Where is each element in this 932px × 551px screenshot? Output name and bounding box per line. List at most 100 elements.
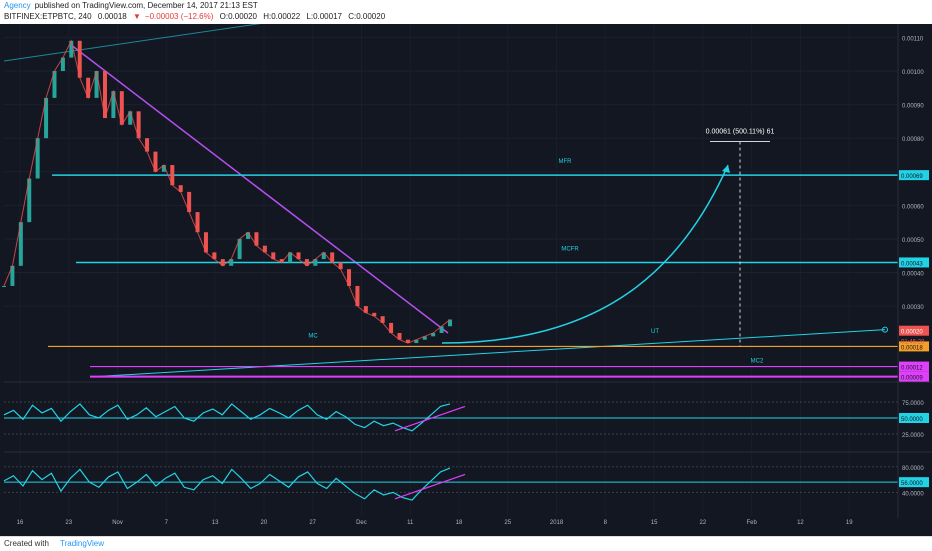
level-label: MFR	[559, 159, 573, 165]
candle	[161, 165, 166, 172]
candle	[229, 259, 234, 266]
candle	[44, 97, 49, 139]
channel-line	[3, 24, 262, 62]
price-tag-value: 0.00043	[901, 261, 923, 267]
x-tick-label: 11	[407, 520, 414, 526]
oscillator-panel-2: 80.0000 56.0000 40.0000	[3, 466, 929, 501]
x-tick-label: 15	[651, 520, 658, 526]
candle	[178, 185, 183, 192]
author-link[interactable]: Agency	[4, 1, 31, 10]
candle	[262, 245, 267, 253]
candle	[52, 71, 57, 98]
projection-arrowhead	[722, 165, 730, 174]
y-tick-label: 0.00060	[902, 204, 924, 210]
countdown-label: 01:46:28	[901, 340, 925, 346]
candle	[128, 111, 133, 125]
candle	[187, 191, 192, 213]
x-tick-label: 20	[261, 520, 268, 526]
candle	[422, 336, 427, 340]
candle	[338, 262, 343, 270]
x-tick-label: 27	[309, 520, 316, 526]
price-tag-bg	[899, 341, 929, 352]
level-label: MCFR	[561, 246, 579, 252]
price-series	[2, 39, 452, 344]
price-change: −0.00003 (−12.6%)	[144, 12, 214, 21]
price-tag-bg	[899, 257, 929, 268]
x-tick-label: 7	[165, 520, 169, 526]
ut-label: UT	[651, 329, 659, 335]
candle	[363, 306, 368, 313]
candle	[288, 252, 293, 263]
y-tick-label: 0.00090	[902, 104, 924, 110]
support-label: MC2	[751, 359, 764, 365]
candle	[220, 259, 225, 266]
price-tag-value: 0.00009	[901, 376, 923, 382]
x-tick-label: 16	[17, 520, 24, 526]
osc-tag-bg	[899, 477, 929, 488]
x-tick-label: 13	[212, 520, 219, 526]
y-tick-label: 0.00100	[902, 70, 924, 76]
candle	[405, 339, 410, 344]
candle	[69, 40, 74, 58]
osc-tick-label: 40.0000	[902, 491, 924, 497]
candle	[77, 40, 82, 78]
candle	[389, 322, 394, 333]
candle	[212, 252, 217, 260]
candle	[347, 269, 352, 286]
footer: Created with TradingView	[0, 536, 932, 551]
candle	[10, 265, 15, 286]
price-tag-bg	[899, 361, 929, 372]
candle	[330, 252, 335, 263]
tradingview-logo[interactable]: TradingView	[60, 539, 105, 548]
oscillator-panel-1: 75.0000 50.0000 25.0000	[3, 401, 929, 439]
target-label: 0.00061 (500.11%) 61	[706, 129, 775, 136]
price-tag-bg	[899, 325, 929, 336]
candle	[448, 319, 452, 327]
candle	[153, 151, 158, 172]
osc-line	[3, 467, 451, 501]
x-tick-label: 23	[65, 520, 72, 526]
candle	[414, 339, 419, 344]
chart-canvas[interactable]: 75.0000 50.0000 25.0000 80.0000 56.0000 40.0…	[0, 24, 932, 536]
candle	[203, 232, 208, 253]
x-tick-label: Feb	[746, 520, 757, 526]
price-tag-bg	[899, 170, 929, 181]
candle	[355, 285, 360, 307]
candle	[102, 71, 107, 119]
candle	[119, 91, 124, 125]
candle	[136, 111, 141, 139]
osc-tick-label: 50.0000	[901, 417, 923, 423]
x-tick-label: 2018	[550, 520, 564, 526]
price-tag-value: 0.00069	[901, 174, 923, 180]
candle	[237, 238, 242, 260]
chart-header: Agency published on TradingView.com, Dece…	[0, 0, 932, 24]
chart-labels: MFR 0.00069 MCFR 0.00043 MC 0.00018 MC2 0.00012…	[308, 129, 929, 382]
x-tick-label: 22	[700, 520, 707, 526]
down-arrow-icon: ▼	[132, 12, 141, 21]
osc-tick-label: 80.0000	[902, 466, 924, 472]
price-tag-value: 0.00018	[901, 345, 923, 351]
publish-text: published on TradingView.com, December 1…	[34, 1, 258, 10]
osc-trendline	[394, 405, 466, 432]
projection-arc	[441, 164, 729, 344]
drawings	[3, 24, 898, 378]
y-tick-label: 0.00040	[902, 272, 924, 278]
x-tick-label: 8	[604, 520, 608, 526]
candle	[195, 212, 200, 233]
candle	[18, 222, 23, 266]
x-tick-label: Dec	[356, 520, 367, 526]
candle	[279, 259, 284, 263]
downtrend-line	[69, 43, 449, 334]
candle	[86, 77, 91, 98]
x-tick-label: Nov	[112, 520, 123, 526]
osc-tick-label: 56.0000	[901, 481, 923, 487]
candle	[60, 57, 65, 72]
x-tick-label: 25	[504, 520, 511, 526]
created-with-text: Created with	[4, 539, 49, 548]
symbol-line: BITFINEX:ETPBTC, 240 0.00018 ▼ −0.00003 (…	[4, 12, 389, 21]
candle	[380, 316, 385, 323]
candle	[246, 232, 251, 239]
candle	[145, 138, 150, 152]
grid	[4, 24, 898, 516]
osc-tick-label: 75.0000	[902, 401, 924, 407]
